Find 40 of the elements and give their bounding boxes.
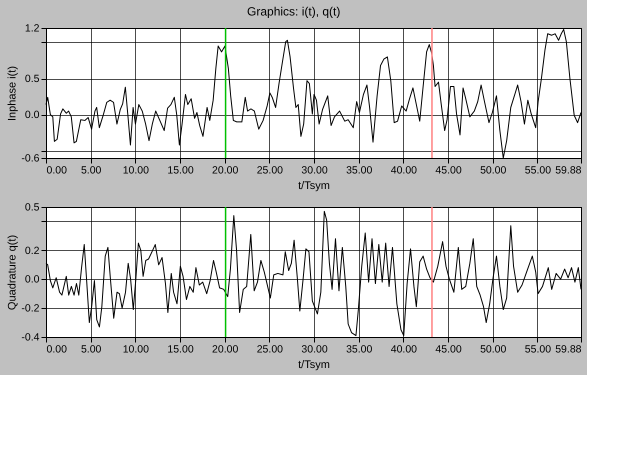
y-tick-label: -0.6 bbox=[21, 152, 40, 164]
y-tick-label: -0.2 bbox=[21, 302, 40, 315]
x-tick-label: 45.00 bbox=[435, 164, 462, 176]
x-tick-label: 59.88 bbox=[555, 344, 582, 356]
y-axis-title: Quadrature q(t) bbox=[6, 234, 18, 310]
x-tick-label: 15.00 bbox=[167, 164, 194, 176]
y-tick-label: -0.4 bbox=[21, 332, 40, 344]
x-tick-label: 5.00 bbox=[80, 164, 102, 176]
x-tick-label: 0.00 bbox=[46, 344, 68, 356]
x-tick-label: 25.00 bbox=[256, 344, 284, 356]
x-tick-label: 30.00 bbox=[301, 164, 328, 176]
x-tick-label: 35.00 bbox=[346, 164, 373, 176]
x-tick-label: 5.00 bbox=[80, 344, 102, 356]
x-tick-label: 0.00 bbox=[46, 164, 68, 176]
x-tick-label: 40.00 bbox=[390, 344, 418, 356]
x-axis-title: t/Tsym bbox=[298, 359, 330, 371]
x-tick-label: 10.00 bbox=[122, 344, 150, 356]
x-tick-label: 20.00 bbox=[212, 164, 238, 176]
x-tick-label: 45.00 bbox=[435, 344, 462, 356]
x-tick-label: 35.00 bbox=[346, 344, 373, 356]
chart-title: Graphics: i(t), q(t) bbox=[247, 4, 340, 18]
x-tick-label: 30.00 bbox=[301, 344, 328, 356]
x-tick-label: 10.00 bbox=[122, 164, 150, 176]
x-tick-label: 25.00 bbox=[256, 164, 284, 176]
y-axis-title: Inphase i(t) bbox=[6, 66, 18, 122]
y-tick-label: 0.5 bbox=[24, 202, 40, 214]
y-tick-label: 0.5 bbox=[24, 73, 40, 86]
x-tick-label: 15.00 bbox=[167, 344, 194, 356]
x-tick-label: 40.00 bbox=[390, 164, 418, 176]
x-axis-title: t/Tsym bbox=[298, 180, 330, 192]
x-tick-label: 55.00 bbox=[524, 164, 552, 176]
x-tick-label: 50.00 bbox=[480, 164, 507, 176]
y-tick-label: 1.2 bbox=[24, 22, 40, 34]
x-tick-label: 55.00 bbox=[524, 344, 552, 356]
x-tick-label: 59.88 bbox=[555, 164, 582, 176]
x-tick-label: 50.00 bbox=[480, 344, 507, 356]
y-tick-label: 0.0 bbox=[24, 274, 40, 286]
x-tick-label: 20.00 bbox=[212, 344, 238, 356]
y-tick-label: 0.0 bbox=[24, 109, 40, 122]
y-tick-label: 0.2 bbox=[24, 244, 40, 257]
